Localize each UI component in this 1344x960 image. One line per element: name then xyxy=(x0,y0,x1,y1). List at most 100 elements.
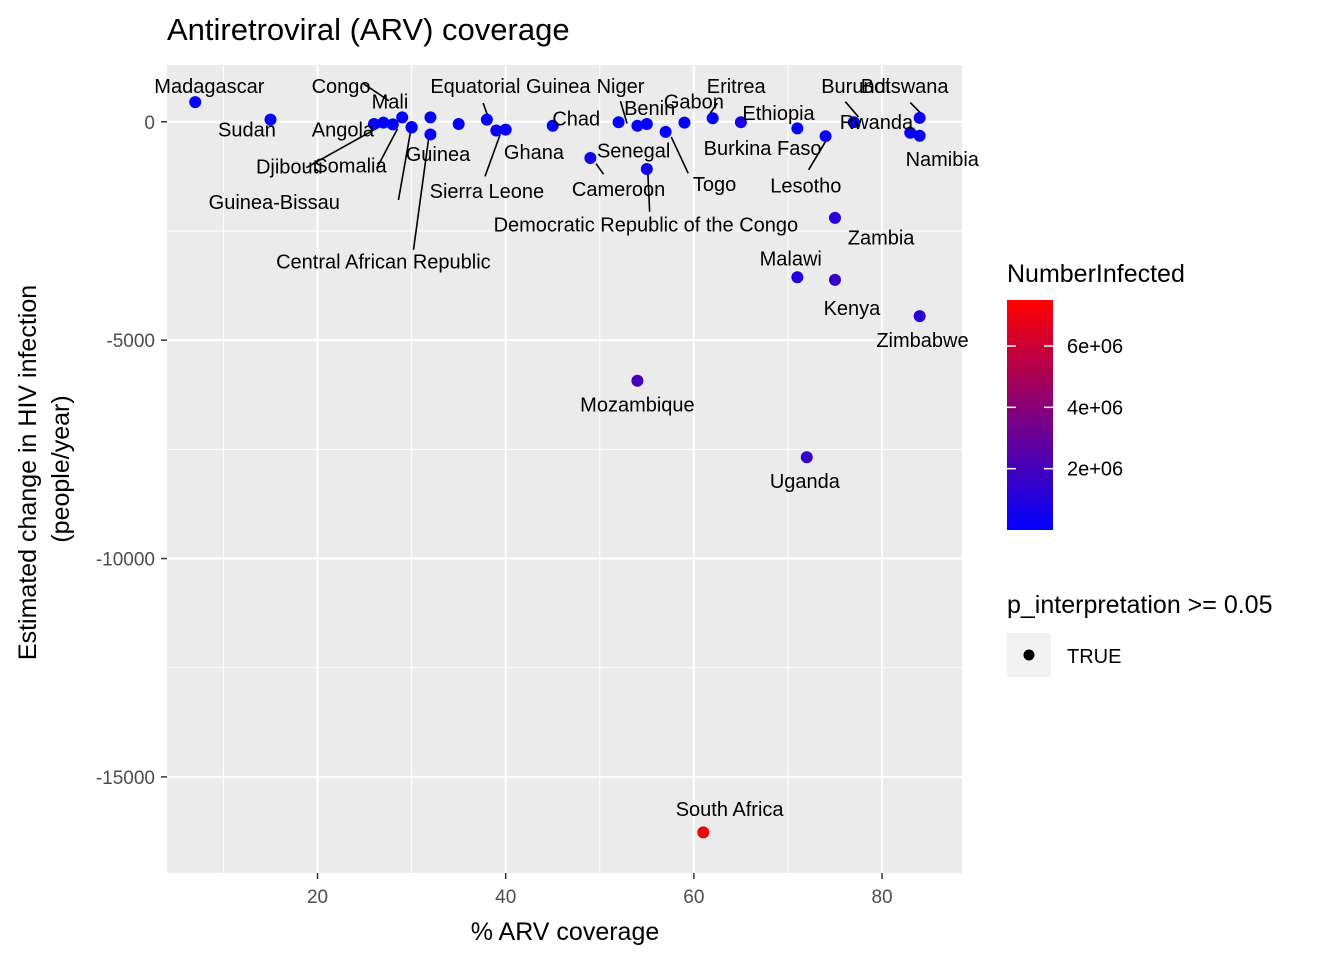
data-point xyxy=(640,162,653,175)
data-point xyxy=(913,111,926,124)
country-label: Namibia xyxy=(906,149,980,171)
country-label: Eritrea xyxy=(707,76,767,98)
country-label: Gabon xyxy=(664,91,724,113)
country-label: South Africa xyxy=(676,799,785,821)
country-label: Mozambique xyxy=(580,394,695,416)
data-point xyxy=(631,374,644,387)
shape-legend-entry: TRUE xyxy=(1067,646,1121,668)
data-point xyxy=(847,116,860,129)
country-label: Guinea-Bissau xyxy=(209,192,340,214)
country-label: Djibouti xyxy=(256,156,323,178)
plot-panel xyxy=(167,65,962,873)
country-label: Lesotho xyxy=(770,176,841,198)
color-legend-ticks: 2e+06 4e+06 6e+06 xyxy=(1007,336,1123,481)
country-label: Rwanda xyxy=(840,112,914,134)
y-axis-ticks: 0 -5000 -10000 -15000 xyxy=(96,113,167,789)
label-connector xyxy=(484,134,501,177)
country-label: Somalia xyxy=(314,155,387,177)
shape-legend-title: p_interpretation >= 0.05 xyxy=(1007,591,1272,619)
data-point xyxy=(612,116,625,129)
country-label: Benin xyxy=(624,98,675,120)
country-label: Zambia xyxy=(848,228,916,250)
country-label: Kenya xyxy=(824,298,882,320)
country-label: Botswana xyxy=(861,76,950,98)
shape-legend: p_interpretation >= 0.05 TRUE xyxy=(1007,591,1272,677)
shape-legend-point xyxy=(1023,649,1035,661)
x-tick-label: 40 xyxy=(495,887,516,908)
label-connector xyxy=(363,83,390,102)
country-label: Niger xyxy=(597,76,645,98)
country-label: Senegal xyxy=(597,141,670,163)
label-connector xyxy=(619,101,628,124)
country-label: Ghana xyxy=(504,142,565,164)
country-label: Uganda xyxy=(770,471,841,493)
data-point xyxy=(819,130,832,143)
country-label: Sierra Leone xyxy=(430,181,545,203)
data-point xyxy=(377,116,390,129)
color-legend-tick-label: 4e+06 xyxy=(1067,397,1123,419)
country-label: Democratic Republic of the Congo xyxy=(494,214,799,236)
color-legend-bar xyxy=(1007,300,1053,530)
country-label: Malawi xyxy=(760,248,822,270)
color-legend-tick-label: 6e+06 xyxy=(1067,336,1123,358)
data-point xyxy=(913,310,926,323)
grid-minor xyxy=(167,65,962,873)
country-labels: MadagascarSudanCongoMaliAngolaDjiboutiSo… xyxy=(154,76,979,821)
data-point xyxy=(499,123,512,136)
data-points xyxy=(189,96,926,839)
data-point xyxy=(490,124,503,137)
country-label: Burundi xyxy=(821,76,890,98)
country-label: Equatorial Guinea xyxy=(430,76,591,98)
label-connector xyxy=(909,101,922,114)
data-point xyxy=(631,119,644,132)
data-point xyxy=(659,125,672,138)
x-axis-title: % ARV coverage xyxy=(471,918,660,946)
x-tick-label: 60 xyxy=(683,887,704,908)
grid-major xyxy=(167,65,962,873)
country-label: Angola xyxy=(312,120,375,142)
label-connector xyxy=(397,130,412,201)
label-connector xyxy=(305,125,381,169)
data-point xyxy=(640,117,653,130)
country-label: Mali xyxy=(372,91,409,113)
data-point xyxy=(828,273,841,286)
label-connector xyxy=(376,128,399,169)
country-label: Togo xyxy=(693,174,736,196)
data-point xyxy=(452,117,465,130)
y-tick-label: -15000 xyxy=(96,768,155,789)
y-axis-title: Estimated change in HIV infection (peopl… xyxy=(14,278,75,660)
data-point xyxy=(734,116,747,129)
data-point xyxy=(189,96,202,109)
country-label: Zimbabwe xyxy=(876,330,968,352)
data-point xyxy=(791,271,804,284)
data-point xyxy=(367,117,380,130)
y-tick-label: -10000 xyxy=(96,550,155,571)
data-point xyxy=(424,128,437,141)
label-connector xyxy=(595,163,605,175)
label-connector xyxy=(670,136,689,174)
country-label: Madagascar xyxy=(154,76,264,98)
x-tick-label: 80 xyxy=(871,887,892,908)
y-axis-title-line2: (people/year) xyxy=(47,395,75,542)
data-point xyxy=(264,113,277,126)
country-label: Congo xyxy=(312,76,371,98)
data-point xyxy=(396,111,409,124)
data-point xyxy=(706,112,719,125)
data-point xyxy=(546,119,559,132)
country-label: Guinea xyxy=(406,144,471,166)
data-point xyxy=(424,111,437,124)
country-label: Chad xyxy=(552,108,600,130)
x-axis-ticks: 20 40 60 80 xyxy=(307,873,893,908)
label-connector xyxy=(412,139,430,250)
y-tick-label: 0 xyxy=(144,113,155,134)
data-point xyxy=(480,113,493,126)
label-connector xyxy=(646,171,651,212)
x-tick-label: 20 xyxy=(307,887,328,908)
data-point xyxy=(800,451,813,464)
data-point xyxy=(904,126,917,139)
data-point xyxy=(405,121,418,134)
color-legend: NumberInfected 2e+06 4e+06 6e+06 xyxy=(1007,260,1185,530)
data-point xyxy=(584,152,597,165)
color-legend-title: NumberInfected xyxy=(1007,260,1185,288)
